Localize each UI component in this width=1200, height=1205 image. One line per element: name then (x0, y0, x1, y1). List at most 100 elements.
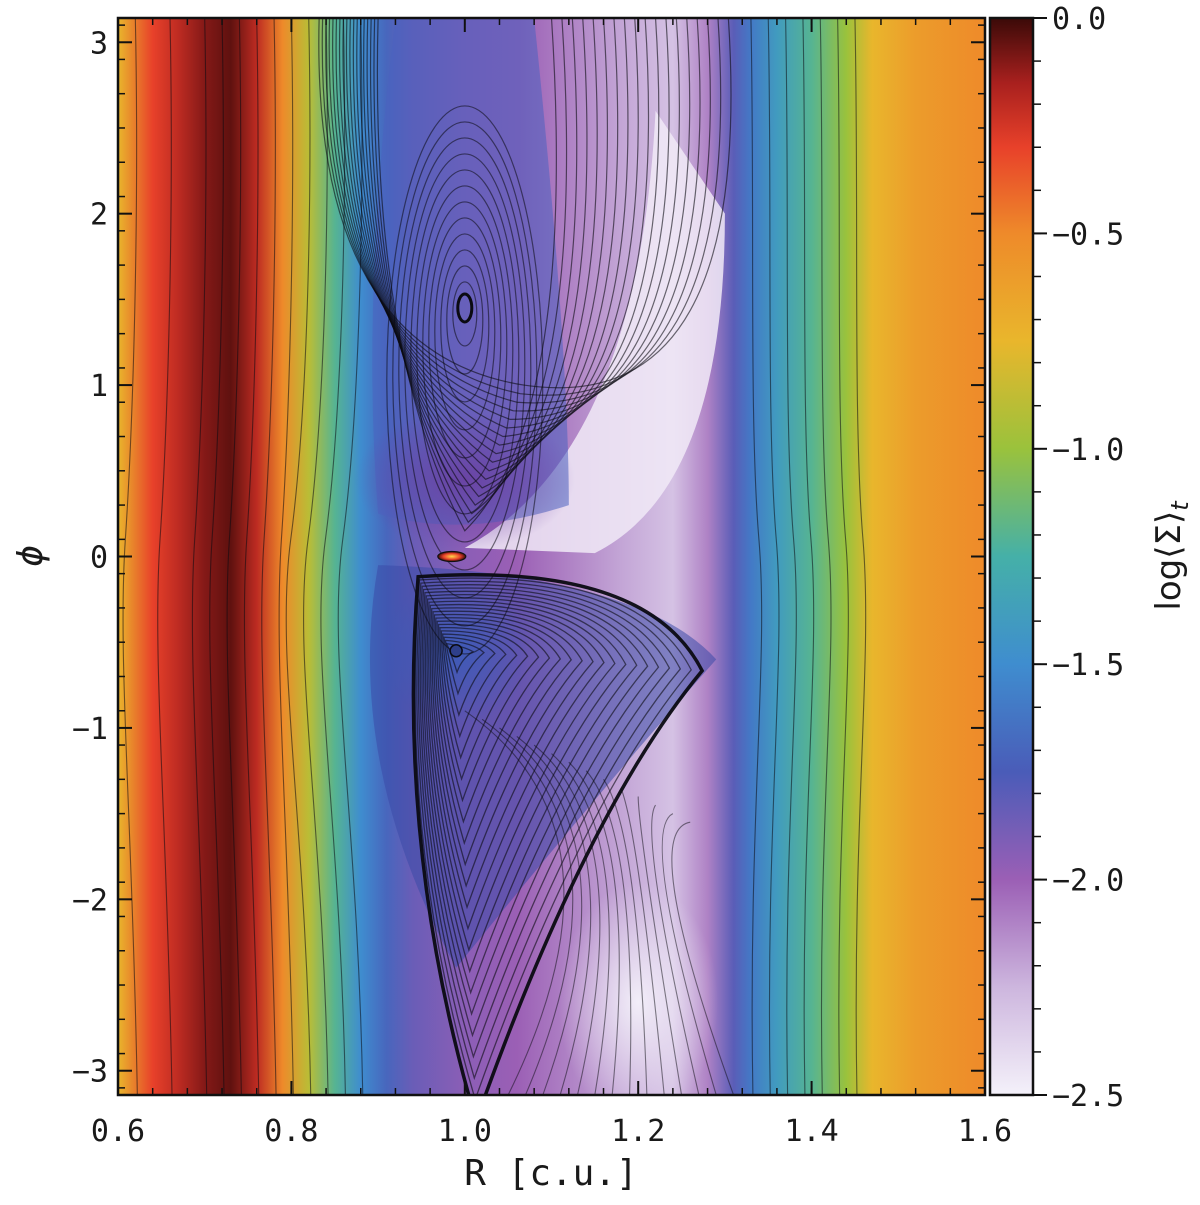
colorbar-tick-label: −1.5 (1052, 648, 1124, 683)
circulating-streamline (157, 18, 173, 1095)
lower-open-streamline (585, 770, 632, 1095)
lower-open-streamline (620, 787, 665, 1095)
y-tick-label: 0 (90, 541, 108, 576)
circulating-streamline (243, 18, 260, 1095)
lower-open-streamline (637, 796, 683, 1095)
colorbar-tick-label: 0.0 (1052, 2, 1106, 37)
colorbar-tick-label: −2.0 (1052, 864, 1124, 899)
elliptic-orbit (422, 201, 508, 487)
y-tick-label: 1 (90, 369, 108, 404)
circulating-streamline (278, 18, 294, 1095)
circulating-streamline (191, 18, 208, 1095)
horseshoe-streamline (345, 18, 650, 455)
circulating-streamline (750, 18, 763, 1095)
vortex-streamline (439, 627, 529, 782)
vortex-streamline (434, 617, 562, 846)
horseshoe-streamline (369, 18, 578, 515)
colorbar: 0.0 −0.5 −1.0 −1.5 −2.0 −2.5 log⟨Σ⟩t (988, 2, 1194, 1114)
vortex-center-marker (449, 644, 463, 658)
flow-features (437, 292, 474, 658)
colorbar-label-subscript: t (1166, 500, 1194, 511)
elliptic-orbit (446, 265, 484, 375)
vortex-streamline (428, 603, 605, 931)
vortex-streamline (437, 623, 540, 803)
y-tick-label: −1 (72, 712, 108, 747)
horseshoe-streamline (349, 18, 639, 463)
low-density-tail (558, 882, 719, 1095)
elliptic-orbit (404, 153, 526, 571)
lower-open-streamline (481, 718, 574, 1095)
lower-open-streamline (671, 821, 735, 1095)
horseshoe-streamline (321, 18, 722, 396)
planet-marker (437, 550, 467, 563)
circulating-streamline (854, 18, 867, 1095)
colorbar-tick-label: −0.5 (1052, 217, 1124, 252)
circulating-streamline (802, 18, 815, 1095)
y-tick-label: 2 (90, 198, 108, 233)
low-density-wedge (464, 110, 725, 554)
density-field (118, 18, 985, 1095)
vortex-streamline (440, 630, 518, 760)
lower-open-streamline (551, 753, 610, 1095)
circulating-streamline (302, 18, 329, 1095)
x-axis-label: R [c.u.] (464, 1153, 637, 1194)
horseshoe-streamline (342, 18, 660, 446)
circulating-streamline (285, 18, 312, 1095)
elliptic-orbit (434, 233, 496, 431)
lower-open-streamline (568, 761, 620, 1095)
elliptic-orbit (416, 185, 514, 515)
horseshoe-streamline (373, 18, 568, 524)
vortex-streamline (433, 613, 573, 867)
circulating-streamline (261, 18, 277, 1095)
horseshoe-streamline (363, 18, 598, 498)
colorbar-fill (990, 18, 1033, 1095)
horseshoe-streamline (352, 18, 629, 472)
circulating-streamline (785, 18, 797, 1095)
colorbar-label: log⟨Σ⟩t (1149, 500, 1194, 611)
vortex-streamline (426, 600, 616, 952)
elliptic-orbit (392, 121, 538, 627)
y-tick-label: −2 (72, 883, 108, 918)
vortex-streamline (421, 590, 649, 1017)
lower-open-streamline (464, 710, 565, 1095)
horseshoe-streamline (359, 18, 608, 489)
circulating-streamline (226, 18, 242, 1095)
vortex-streamline (423, 593, 638, 995)
horseshoe-streamline (366, 18, 588, 506)
y-tick-label: 3 (90, 26, 108, 61)
lower-open-streamline (499, 727, 583, 1095)
lower-open-streamline (651, 804, 700, 1095)
circulating-streamline (767, 18, 780, 1095)
x-axis: 0.6 0.8 1.0 1.2 1.4 1.6 (91, 18, 1012, 1149)
lower-open-streamline (516, 736, 592, 1095)
x-tick-label: 1.2 (611, 1114, 665, 1149)
plot-area (118, 18, 985, 1095)
elliptic-orbit (410, 169, 520, 543)
elliptic-orbit (386, 105, 544, 655)
horseshoe-streamline (338, 18, 670, 438)
y-axis: −3 −2 −1 0 1 2 3 (72, 24, 985, 1090)
circulating-streamline (209, 18, 225, 1095)
vortex-streamline (444, 639, 485, 696)
y-axis-label: ϕ (10, 545, 51, 567)
vortex-streamline (441, 633, 507, 739)
vortex-streamline (429, 607, 594, 910)
vortex-streamline (414, 577, 692, 1095)
vortex-streamline (417, 584, 671, 1059)
vortex-streamline (411, 573, 705, 1095)
elliptic-orbit (440, 249, 490, 403)
circulating-streamline (819, 18, 832, 1095)
colorbar-ticks: 0.0 −0.5 −1.0 −1.5 −2.0 −2.5 (1033, 2, 1124, 1114)
lower-open-streamline (603, 779, 648, 1095)
horseshoe-streamline (356, 18, 619, 481)
vortex-streamline (436, 620, 551, 824)
elliptic-orbit (428, 217, 502, 459)
vortex-streamline (419, 587, 660, 1038)
colorbar-label-main: log⟨Σ⟩ (1149, 511, 1189, 611)
x-tick-label: 1.6 (958, 1114, 1012, 1149)
lower-open-streamline (533, 744, 601, 1095)
lower-open-streamline (661, 813, 717, 1095)
elliptic-point-marker (456, 292, 474, 324)
vortex-streamline (431, 610, 583, 888)
